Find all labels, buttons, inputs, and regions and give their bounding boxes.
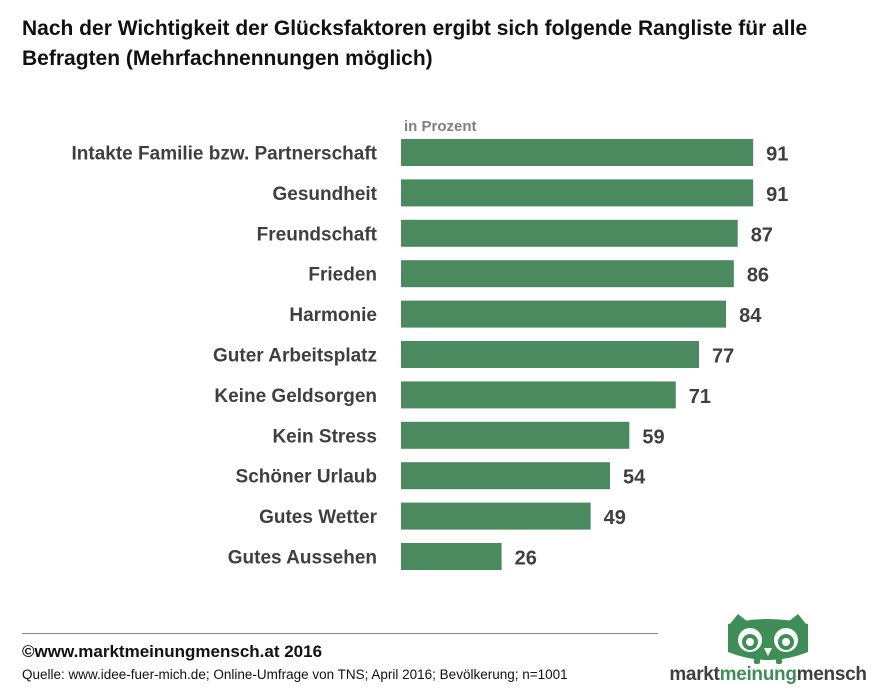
source-text: Quelle: www.idee-fuer-mich.de; Online-Um…: [22, 667, 568, 682]
category-label: Gesundheit: [272, 184, 377, 205]
data-label: 49: [604, 507, 626, 529]
data-label: 77: [712, 346, 734, 368]
bar: [401, 219, 738, 247]
logo-wordmark: marktmeinungmensch: [668, 664, 868, 686]
data-label: 91: [766, 144, 788, 166]
copyright-text: ©www.marktmeinungmensch.at 2016: [22, 642, 323, 661]
category-label: Frieden: [308, 265, 377, 286]
category-label: Harmonie: [289, 305, 377, 326]
bar: [401, 139, 754, 166]
category-label: Kein Stress: [272, 426, 377, 447]
bar: [401, 381, 676, 409]
bar: [401, 421, 630, 449]
bar: [401, 300, 727, 328]
brand-logo: marktmeinungmensch: [668, 612, 868, 692]
logo-word-meinung: meinung: [719, 664, 797, 685]
bar: [401, 341, 699, 368]
data-label: 54: [623, 467, 646, 489]
bar: [401, 502, 591, 530]
category-label: Gutes Aussehen: [228, 548, 377, 569]
bar: [401, 462, 610, 490]
logo-word-markt: markt: [669, 664, 720, 685]
data-label: 71: [689, 386, 711, 408]
category-label: Keine Geldsorgen: [214, 386, 377, 407]
category-label: Schöner Urlaub: [236, 467, 377, 488]
owl-icon: [728, 614, 808, 664]
data-label: 26: [515, 548, 537, 570]
bar: [401, 260, 734, 288]
category-label: Gutes Wetter: [259, 507, 378, 528]
category-label: Freundschaft: [257, 224, 378, 245]
footer-divider: [22, 633, 658, 634]
chart-title: Nach der Wichtigkeit der Glücksfaktoren …: [22, 17, 808, 70]
bar: [401, 179, 754, 207]
category-label: Guter Arbeitsplatz: [213, 346, 377, 367]
data-label: 91: [766, 184, 788, 206]
data-label: 84: [739, 305, 762, 327]
logo-word-mensch: mensch: [796, 664, 867, 685]
data-label: 59: [642, 426, 664, 448]
bar: [401, 543, 502, 570]
data-label: 87: [751, 224, 773, 246]
unit-label: in Prozent: [404, 118, 477, 135]
category-label: Intakte Familie bzw. Partnerschaft: [72, 144, 378, 165]
data-label: 86: [747, 265, 769, 287]
